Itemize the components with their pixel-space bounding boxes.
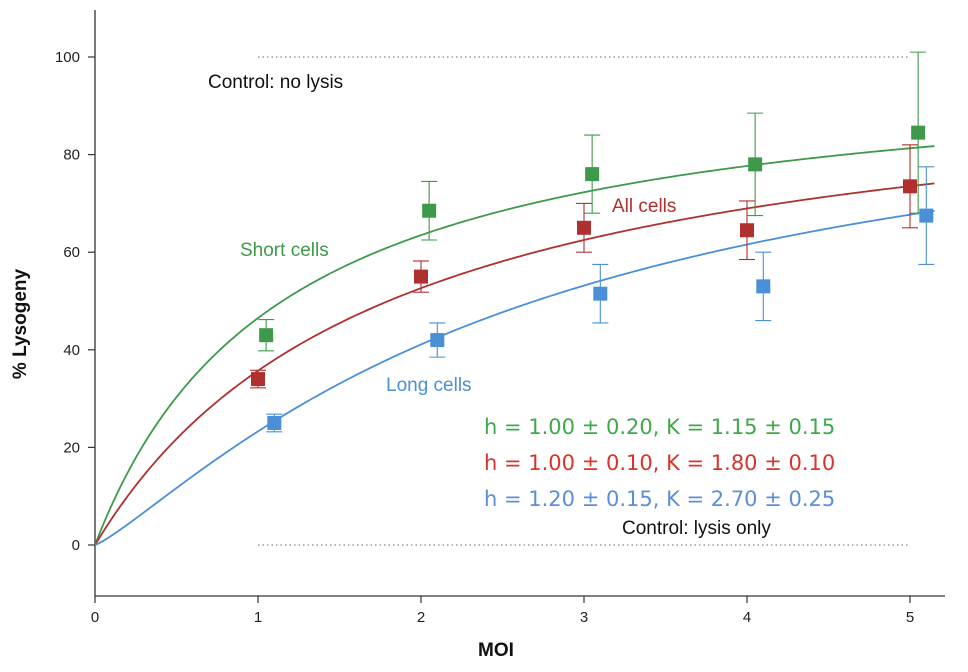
y-tick-label: 0: [72, 537, 80, 554]
series-label-all-cells: All cells: [612, 196, 676, 217]
fit-label-all-cells: h = 1.00 ± 0.10, K = 1.80 ± 0.10: [484, 451, 835, 475]
control-no-lysis-label: Control: no lysis: [208, 72, 343, 93]
data-point-2: [756, 279, 771, 294]
data-point-0: [422, 203, 437, 218]
fit-curve-0: [94, 145, 935, 546]
data-point-1: [740, 223, 754, 238]
y-tick-label: 60: [63, 244, 80, 261]
tick-labels: 0 1 2 3 4 5 0 20 40 60 80 100: [55, 49, 914, 626]
fit-curves: [94, 145, 935, 546]
data-point-2: [430, 333, 445, 348]
data-point-1: [903, 179, 917, 194]
data-point-1: [251, 372, 265, 387]
x-tick-label: 5: [906, 609, 914, 626]
control-lysis-only-label: Control: lysis only: [622, 518, 771, 539]
fit-label-long-cells: h = 1.20 ± 0.15, K = 2.70 ± 0.25: [484, 487, 835, 511]
data-point-0: [748, 157, 763, 172]
data-point-1: [414, 269, 428, 284]
y-tick-label: 100: [55, 49, 80, 66]
data-point-2: [919, 208, 934, 223]
data-point-0: [585, 167, 600, 182]
y-axis-title: % Lysogeny: [10, 268, 31, 379]
data-points: [250, 51, 935, 433]
data-point-0: [911, 125, 926, 140]
fit-curve-1: [94, 182, 935, 546]
series-label-short-cells: Short cells: [240, 240, 329, 261]
x-tick-label: 3: [580, 609, 588, 626]
y-tick-label: 40: [63, 342, 80, 359]
x-tick-label: 1: [254, 609, 262, 626]
y-tick-label: 80: [63, 147, 80, 164]
x-tick-label: 0: [91, 609, 99, 626]
data-point-0: [259, 328, 274, 343]
x-tick-label: 2: [417, 609, 425, 626]
fit-curve-2: [94, 210, 935, 546]
x-axis-title: MOI: [478, 640, 514, 661]
fit-label-short-cells: h = 1.00 ± 0.20, K = 1.15 ± 0.15: [484, 415, 835, 439]
reference-lines: [258, 56, 910, 546]
x-tick-label: 4: [743, 609, 751, 626]
data-point-1: [577, 220, 591, 235]
axes: [94, 10, 945, 597]
data-point-2: [593, 286, 608, 301]
data-point-2: [267, 416, 282, 430]
y-tick-label: 20: [63, 439, 80, 456]
series-label-long-cells: Long cells: [386, 375, 472, 396]
